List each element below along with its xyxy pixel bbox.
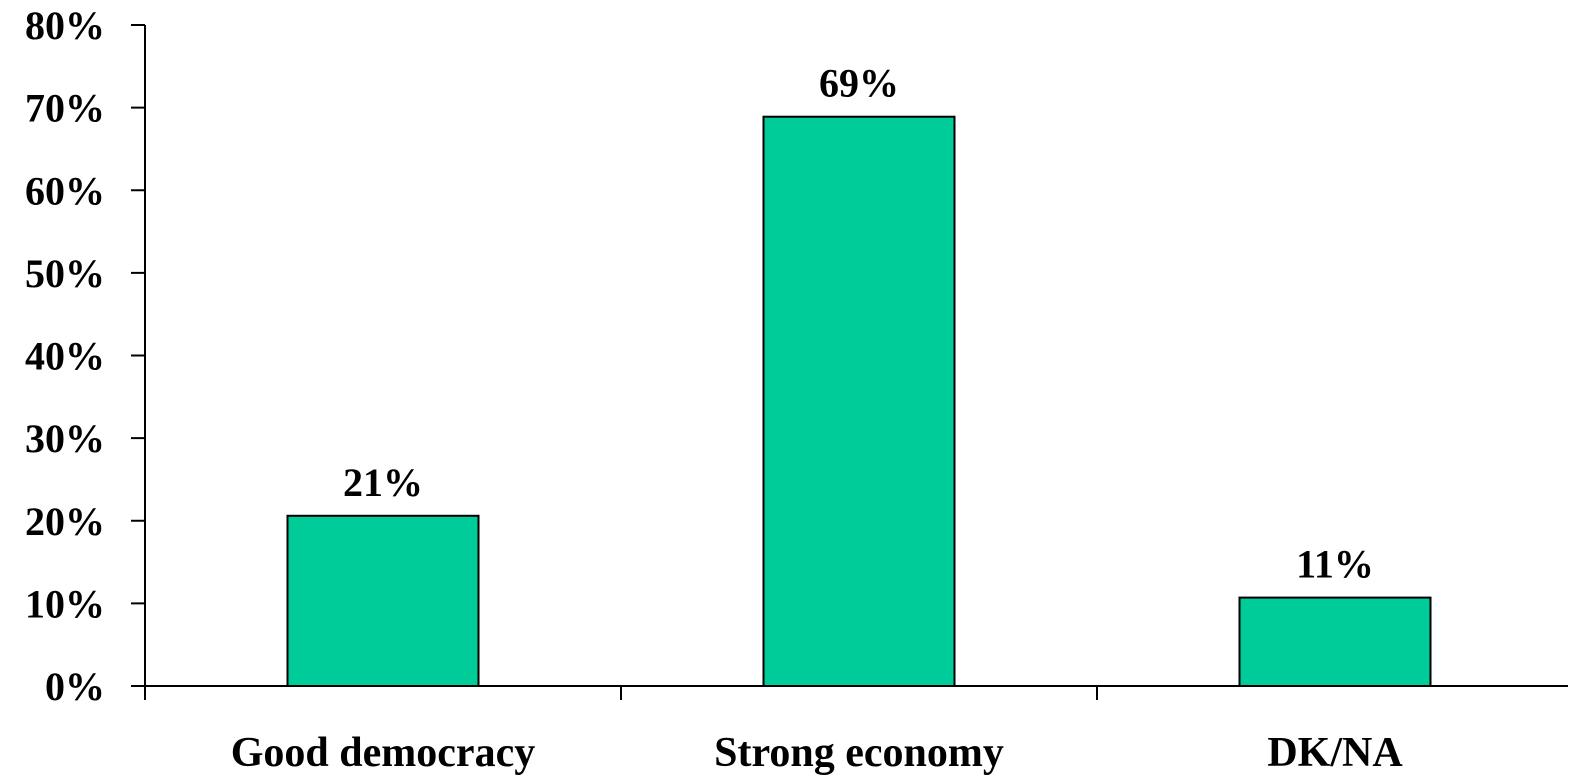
y-tick-label: 70% (25, 86, 105, 131)
y-tick-label: 80% (25, 3, 105, 48)
data-label: 69% (819, 61, 899, 106)
data-labels: 21% 69% 11% (343, 61, 1374, 587)
y-tick-label: 60% (25, 168, 105, 213)
data-label: 11% (1296, 542, 1374, 587)
x-axis (144, 685, 1568, 700)
bars (286, 115, 1432, 688)
y-tick-label: 20% (25, 499, 105, 544)
bar-strong-economy (762, 115, 956, 688)
category-label: DK/NA (1267, 730, 1403, 776)
bar-dk-na (1238, 596, 1432, 687)
category-labels: Good democracy Strong economy DK/NA (231, 730, 1404, 776)
y-tick-label: 40% (25, 334, 105, 379)
bar-good-democracy (286, 514, 480, 687)
y-axis: 0% 10% 20% 30% 40% 50% 60% 70% 80% (25, 3, 146, 709)
y-tick-label: 10% (25, 581, 105, 626)
y-tick-label: 0% (45, 664, 105, 709)
category-label: Good democracy (231, 730, 535, 776)
data-label: 21% (343, 460, 423, 505)
category-label: Strong economy (714, 730, 1004, 776)
y-tick-label: 30% (25, 416, 105, 461)
y-tick-label: 50% (25, 251, 105, 296)
